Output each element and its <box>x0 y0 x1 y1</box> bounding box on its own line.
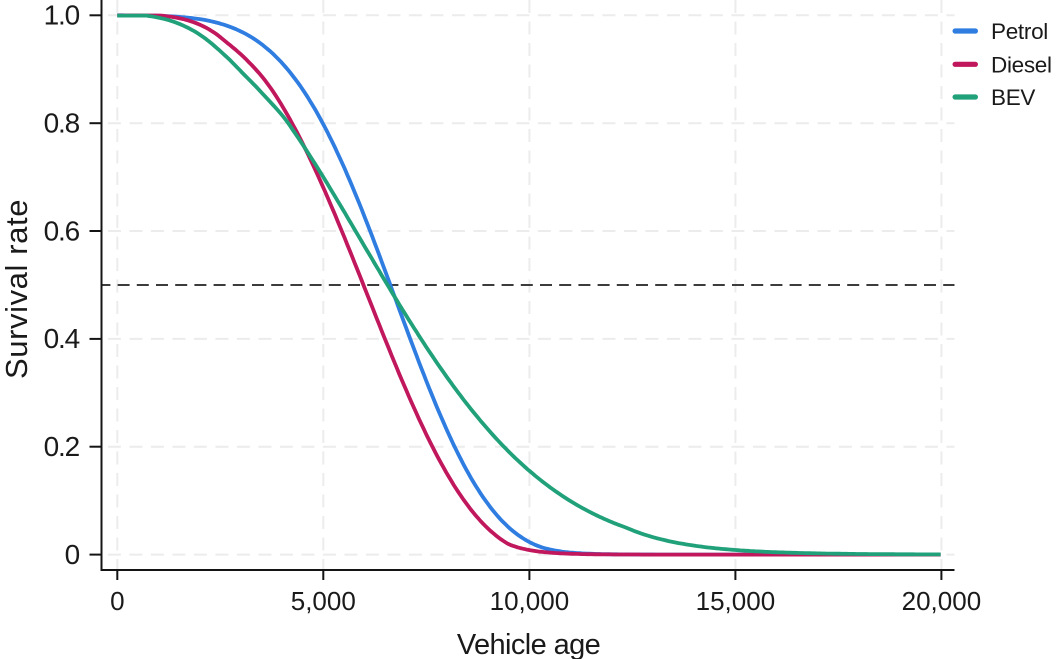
svg-text:5,000: 5,000 <box>291 586 356 616</box>
svg-text:1.0: 1.0 <box>44 0 80 31</box>
svg-text:0.6: 0.6 <box>44 215 80 246</box>
svg-text:20,000: 20,000 <box>902 586 982 616</box>
svg-text:0.8: 0.8 <box>44 108 80 139</box>
svg-text:0: 0 <box>110 586 124 616</box>
svg-text:Petrol: Petrol <box>991 19 1048 44</box>
svg-text:BEV: BEV <box>991 85 1035 110</box>
svg-text:10,000: 10,000 <box>490 586 570 616</box>
svg-text:0.2: 0.2 <box>44 431 80 462</box>
svg-text:Diesel: Diesel <box>991 52 1052 77</box>
svg-text:0: 0 <box>65 539 80 570</box>
svg-text:15,000: 15,000 <box>696 586 776 616</box>
svg-text:Survival rate: Survival rate <box>0 199 34 379</box>
svg-text:0.4: 0.4 <box>44 323 80 354</box>
svg-text:Vehicle age: Vehicle age <box>457 629 600 659</box>
